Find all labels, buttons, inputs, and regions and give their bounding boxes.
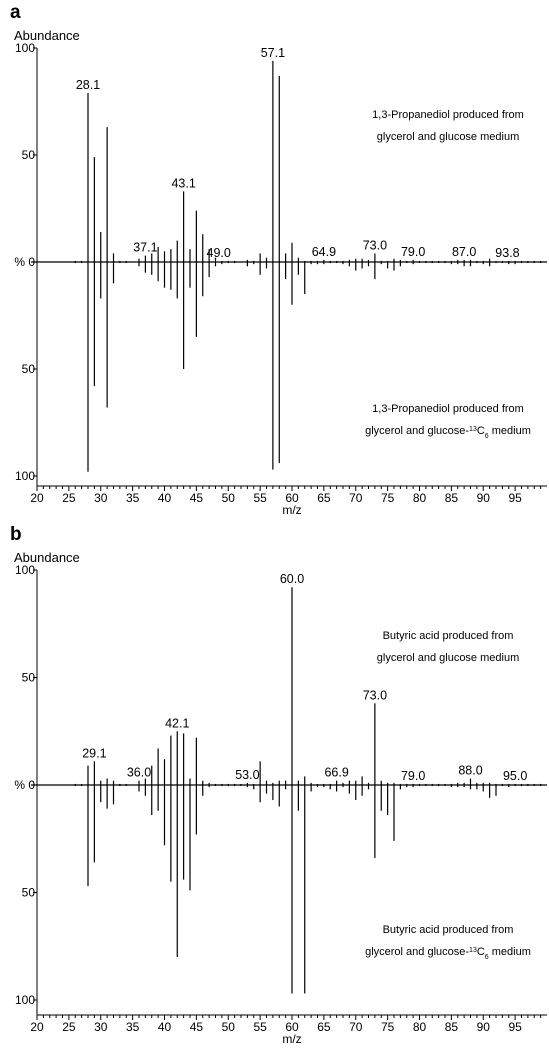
y-axis-label: Abundance (14, 550, 80, 565)
peak-label: 79.0 (401, 245, 425, 259)
x-tick-label: 55 (253, 491, 267, 505)
x-tick-label: 55 (253, 1020, 267, 1034)
x-axis-label: m/z (282, 503, 301, 517)
x-tick-label: 70 (349, 1020, 363, 1034)
x-tick-label: 80 (413, 1020, 427, 1034)
x-tick-label: 25 (62, 1020, 76, 1034)
panel-a: a Abundance 100 50 % 0 50 100 20 25 30 35 40 45 50 5… (0, 0, 549, 522)
x-tick-label: 95 (508, 491, 522, 505)
x-tick-label: 20 (30, 491, 44, 505)
x-tick-label: 95 (508, 1020, 522, 1034)
y-tick-label: 50 (22, 671, 36, 685)
y-tick-label: 50 (22, 886, 36, 900)
x-tick-label: 75 (381, 491, 395, 505)
annotation-text: glycerol and glucose- (365, 425, 469, 437)
peak-label: 60.0 (280, 572, 304, 586)
mass-spectrum-chart-a: 100 50 % 0 50 100 20 25 30 35 40 45 50 55 60 65 70 75 80 8… (14, 41, 547, 517)
peak-label: 73.0 (363, 238, 387, 252)
y-tick-label: 50 (22, 362, 36, 376)
x-tick-label: 90 (477, 491, 491, 505)
bottom-annotation-line: 1,3-Propanediol produced from (372, 403, 524, 415)
peak-label: 93.8 (495, 246, 519, 260)
peak-label: 66.9 (324, 766, 348, 780)
x-tick-label: 90 (477, 1020, 491, 1034)
x-tick-label: 60 (285, 1020, 299, 1034)
bottom-annotation-line: glycerol and glucose-13C6 medium (365, 425, 531, 440)
x-tick-label: 30 (94, 1020, 108, 1034)
annotation-text: C (477, 946, 485, 958)
x-tick-label: 85 (445, 1020, 459, 1034)
y-axis-label: Abundance (14, 28, 80, 43)
peak-label: 79.0 (401, 769, 425, 783)
isotope-superscript: 13 (469, 947, 477, 954)
x-tick-label: 45 (190, 1020, 204, 1034)
x-axis-label: m/z (282, 1032, 301, 1046)
x-tick-label: 30 (94, 491, 108, 505)
x-tick-label: 65 (317, 1020, 331, 1034)
peak-label: 37.1 (133, 241, 157, 255)
peak-label: 42.1 (165, 716, 189, 730)
y-tick-label: 100 (15, 41, 35, 55)
bottom-annotation-line: glycerol and glucose-13C6 medium (365, 946, 531, 961)
peak-label: 57.1 (261, 46, 285, 60)
panel-b: b Abundance 100 50 % 0 50 100 20 25 30 35 40 45 50 5… (0, 522, 549, 1048)
annotation-text: medium (489, 425, 531, 437)
peak-label: 95.0 (503, 769, 527, 783)
peak-label: 87.0 (452, 245, 476, 259)
panel-letter: b (10, 524, 22, 545)
y-tick-label: 50 (22, 148, 36, 162)
panel-letter: a (10, 2, 21, 23)
peak-label: 73.0 (363, 688, 387, 702)
peak-label: 49.0 (207, 246, 231, 260)
peak-label: 64.9 (312, 245, 336, 259)
top-annotation-line: 1,3-Propanediol produced from (372, 109, 524, 121)
x-tick-label: 85 (445, 491, 459, 505)
peak-label: 29.1 (82, 746, 106, 760)
x-tick-label: 35 (126, 491, 140, 505)
peak-label: 88.0 (458, 764, 482, 778)
x-tick-label: 60 (285, 491, 299, 505)
annotation-text: C (477, 425, 485, 437)
x-tick-label: 40 (158, 1020, 172, 1034)
peak-label: 53.0 (235, 768, 259, 782)
top-annotation-line: glycerol and glucose medium (377, 652, 519, 664)
bottom-annotation-line: Butyric acid produced from (383, 924, 514, 936)
x-tick-label: 75 (381, 1020, 395, 1034)
peak-label: 36.0 (127, 766, 151, 780)
x-tick-label: 40 (158, 491, 172, 505)
top-annotation-line: glycerol and glucose medium (377, 131, 519, 143)
x-tick-label: 50 (222, 491, 236, 505)
isotope-subscript: 6 (485, 433, 489, 440)
x-tick-label: 65 (317, 491, 331, 505)
peak-label: 28.1 (76, 78, 100, 92)
y-tick-label: 100 (15, 469, 35, 483)
y-tick-label: 100 (15, 563, 35, 577)
x-tick-label: 80 (413, 491, 427, 505)
annotation-text: glycerol and glucose- (365, 946, 469, 958)
x-tick-label: 45 (190, 491, 204, 505)
x-tick-label: 50 (222, 1020, 236, 1034)
x-tick-label: 35 (126, 1020, 140, 1034)
annotation-text: medium (489, 946, 531, 958)
isotope-superscript: 13 (469, 426, 477, 433)
mass-spectrum-chart-b: 100 50 % 0 50 100 20 25 30 35 40 45 50 55 60 65 70 75 80 8… (14, 563, 547, 1046)
x-tick-label: 20 (30, 1020, 44, 1034)
y-tick-label: 100 (15, 993, 35, 1007)
y-tick-label: % 0 (14, 255, 35, 269)
isotope-subscript: 6 (485, 954, 489, 961)
y-tick-label: % 0 (14, 778, 35, 792)
peak-label: 43.1 (171, 176, 195, 190)
x-tick-label: 25 (62, 491, 76, 505)
x-tick-label: 70 (349, 491, 363, 505)
top-annotation-line: Butyric acid produced from (383, 630, 514, 642)
